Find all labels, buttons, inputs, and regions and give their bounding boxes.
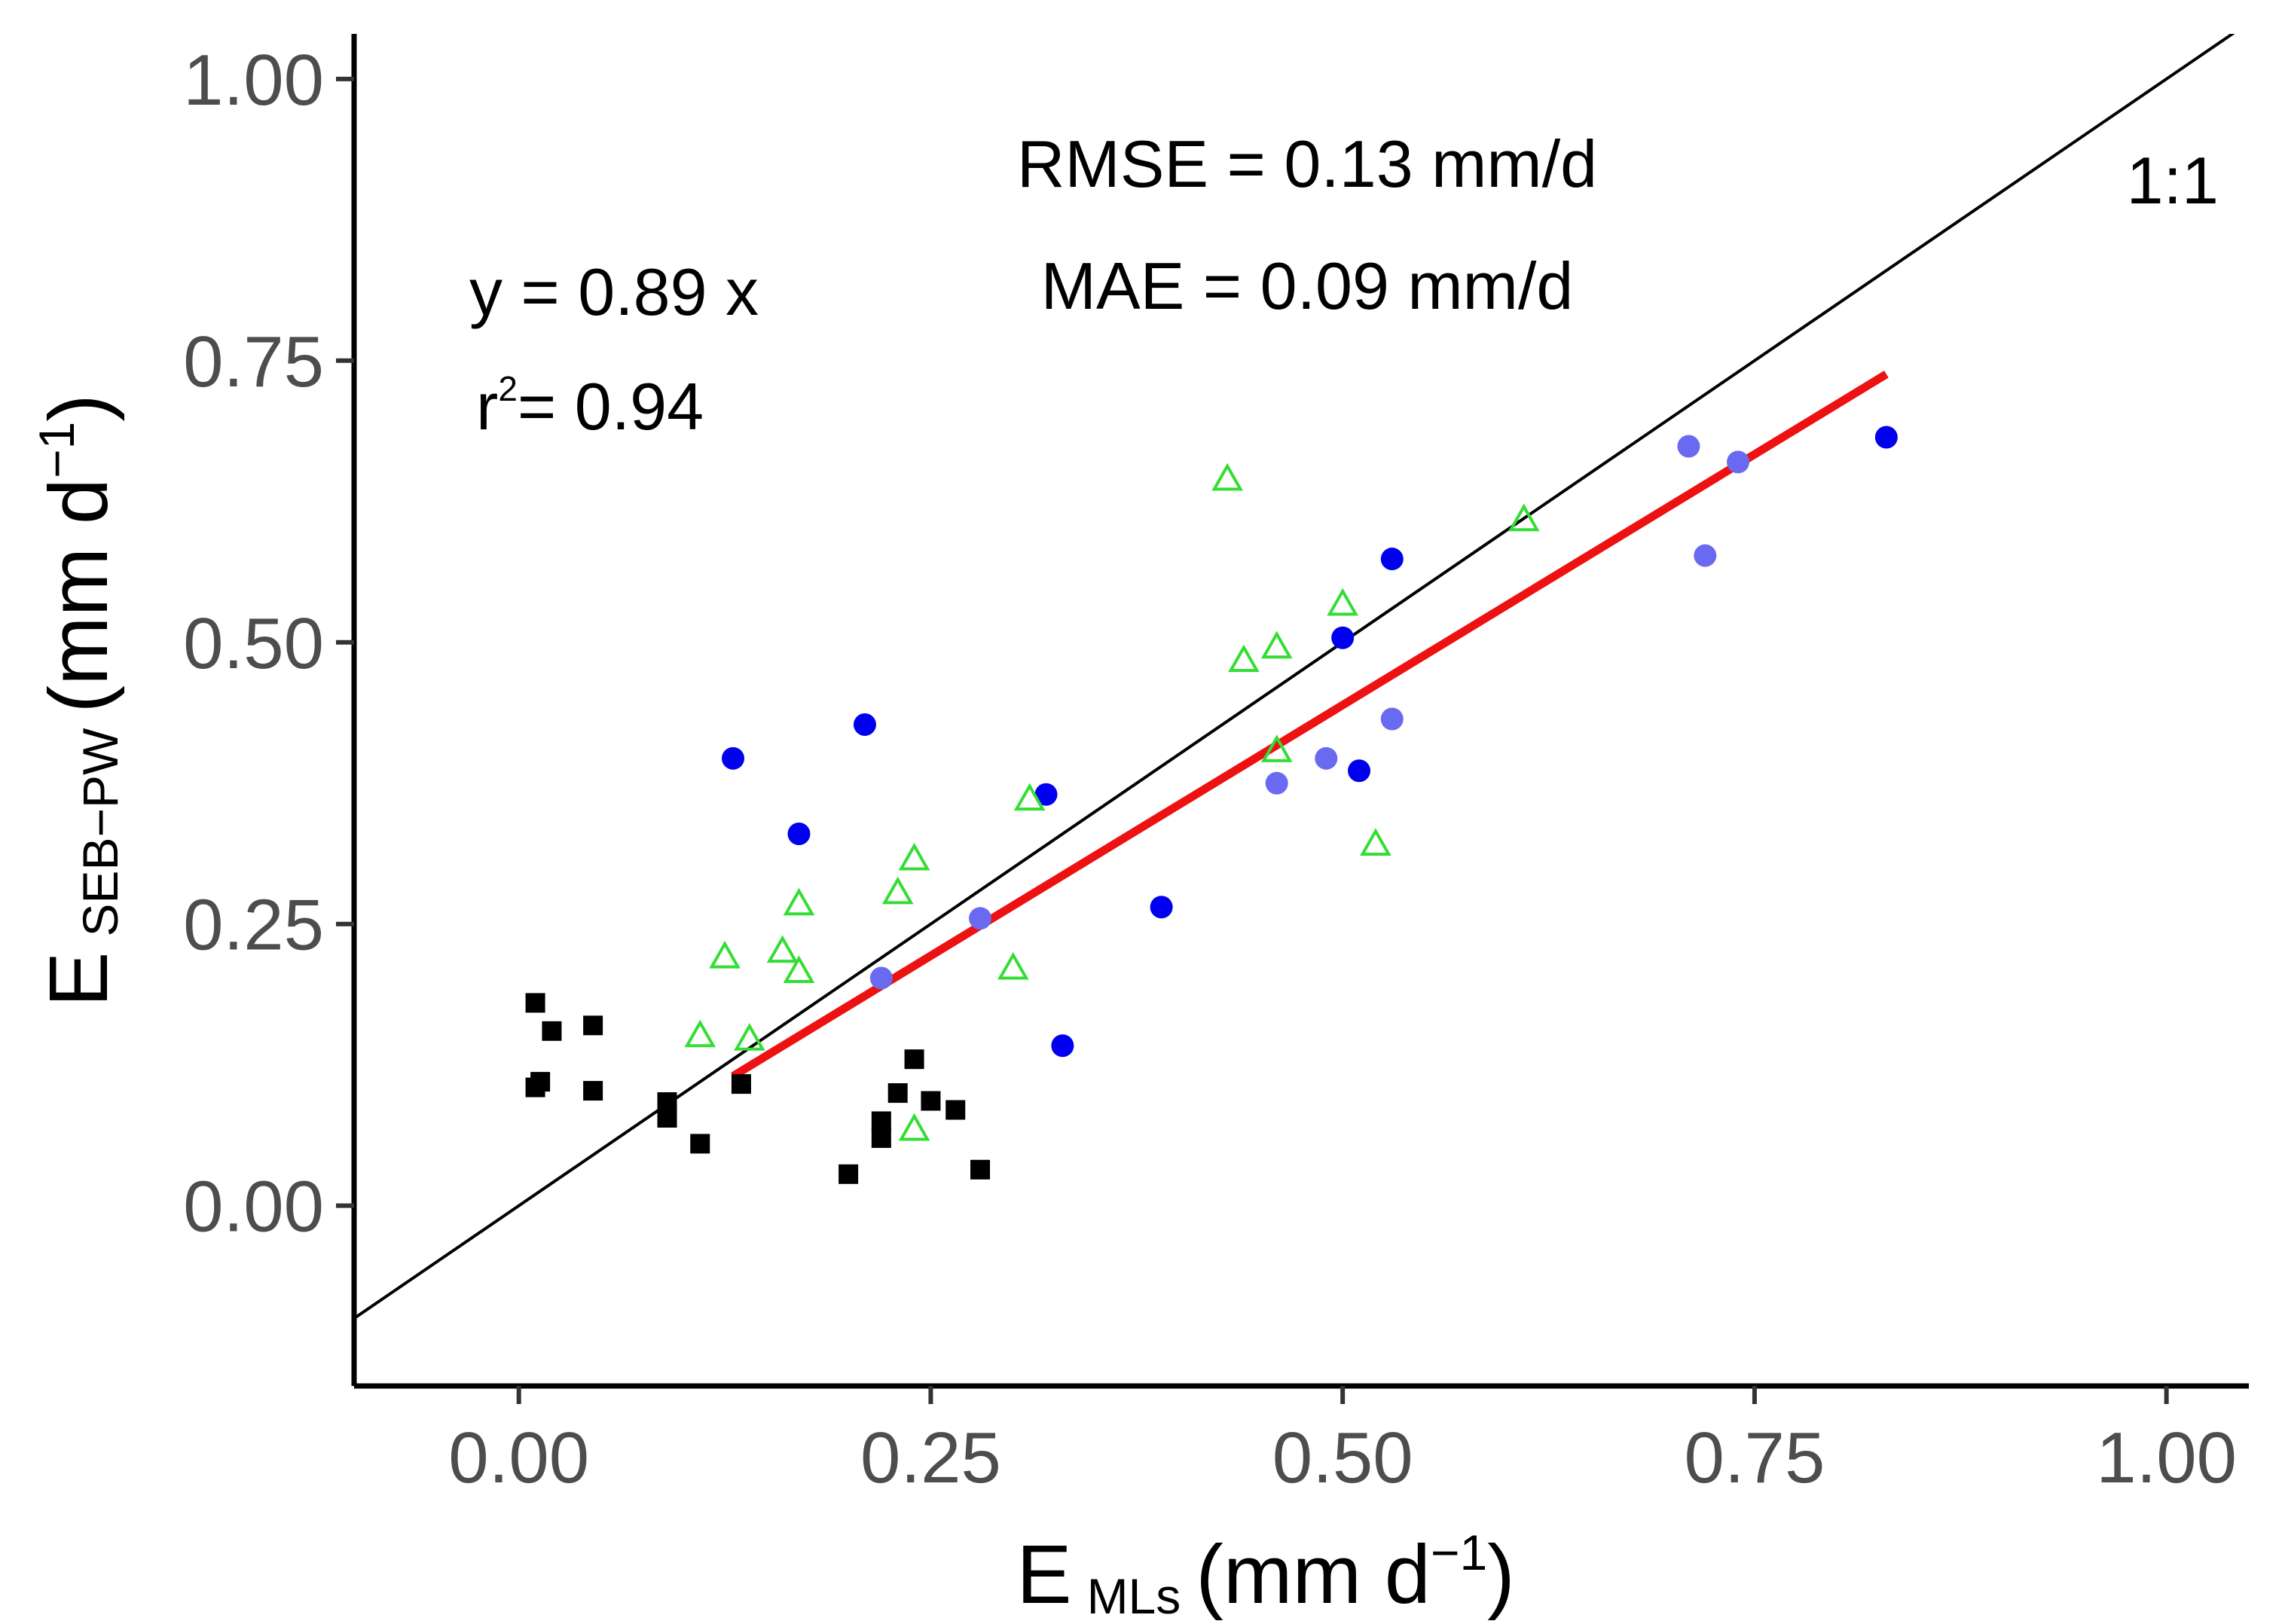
circle-point (969, 907, 992, 930)
x-axis-title-superscript: −1 (1431, 1525, 1487, 1580)
triangle-point (734, 1023, 765, 1051)
square-point (904, 1049, 924, 1070)
square-point (839, 1164, 859, 1184)
equation-annotation: y = 0.89 x (469, 255, 759, 329)
triangle-point (1508, 503, 1540, 532)
mae-annotation: MAE = 0.09 mm/d (1041, 249, 1574, 323)
triangle-point (881, 876, 914, 905)
y-axis-title-subscript: SEB−PW (72, 728, 128, 937)
x-tick-label: 0.00 (448, 1418, 589, 1498)
triangle-point (766, 935, 799, 963)
y-axis-title-superscript: −1 (29, 422, 84, 478)
triangle-point (684, 1019, 716, 1048)
y-axis-title-unit-close: ) (32, 394, 125, 422)
triangle-point (1013, 783, 1046, 811)
x-axis-title-main: E (1016, 1528, 1071, 1621)
circle-point (1315, 746, 1338, 770)
triangle-point (898, 842, 930, 871)
x-axis-title: E MLs (mm d−1) (1016, 1525, 1515, 1624)
triangle-point (1228, 644, 1260, 673)
triangle-point (783, 955, 815, 984)
circle-point (1874, 426, 1898, 449)
y-axis-title: E SEB−PW (mm d−1) (29, 394, 128, 1007)
circle-point (1051, 1034, 1074, 1058)
circle-point (1694, 544, 1717, 567)
regression-fit-line (731, 371, 1889, 1080)
triangle-point (1211, 462, 1243, 491)
triangle-point (783, 887, 815, 916)
circle-point (853, 713, 876, 736)
r2-superscript: 2 (498, 369, 518, 408)
r2-prefix: r (476, 369, 498, 444)
triangle-point (997, 951, 1029, 980)
circle-point (1265, 771, 1288, 795)
y-tick-label: 0.50 (183, 603, 324, 684)
y-tick-label: 0.75 (183, 322, 324, 402)
y-tick-label: 0.25 (183, 885, 324, 966)
rmse-annotation: RMSE = 0.13 mm/d (1017, 127, 1597, 201)
one-to-one-line (354, 34, 2235, 1320)
circle-point (1727, 450, 1750, 474)
square-point (887, 1083, 908, 1104)
x-axis-title-subscript: MLs (1087, 1568, 1181, 1624)
square-point (657, 1107, 677, 1128)
x-tick-label: 0.75 (1684, 1418, 1825, 1498)
circle-point (1677, 435, 1700, 458)
circle-point (869, 966, 893, 990)
circle-point (787, 823, 811, 846)
square-point (921, 1091, 941, 1111)
square-point (731, 1074, 751, 1094)
square-point (525, 993, 545, 1013)
y-axis-title-unit: (mm d (32, 478, 125, 713)
square-point (945, 1100, 966, 1120)
square-point (530, 1072, 551, 1092)
triangle-point (1327, 588, 1359, 616)
y-tick-label: 0.00 (183, 1167, 324, 1247)
x-tick-label: 0.50 (1272, 1418, 1413, 1498)
triangle-point (1360, 828, 1391, 856)
triangle-point (709, 940, 741, 969)
reference-lines (354, 34, 2235, 1320)
x-axis-title-unit-close: ) (1487, 1528, 1515, 1621)
square-point (871, 1111, 891, 1131)
r2-annotation: r2= 0.94 (476, 369, 704, 444)
triangle-point (898, 1113, 930, 1141)
y-tick-label: 1.00 (183, 40, 324, 121)
square-point (970, 1159, 991, 1180)
circle-point (1348, 759, 1371, 783)
data-points (525, 426, 1898, 1184)
circle-point (1331, 626, 1355, 649)
square-point (583, 1081, 603, 1101)
x-axis-title-unit: (mm d (1196, 1528, 1431, 1621)
one-to-one-label: 1:1 (2127, 143, 2219, 218)
square-point (583, 1015, 603, 1036)
circle-point (1380, 548, 1404, 571)
square-point (542, 1021, 562, 1041)
x-tick-label: 0.25 (860, 1418, 1001, 1498)
y-axis-title-main: E (32, 952, 125, 1007)
axes (351, 34, 2249, 1389)
triangle-point (1260, 734, 1293, 762)
circle-point (722, 746, 744, 770)
square-point (690, 1134, 710, 1154)
circle-point (1150, 896, 1173, 919)
circle-point (1034, 783, 1058, 806)
x-tick-label: 1.00 (2096, 1418, 2237, 1498)
circle-point (1380, 707, 1404, 731)
triangle-point (1260, 630, 1293, 659)
r2-value: = 0.94 (518, 369, 704, 444)
axis-ticks: 0.00 0.25 0.50 0.75 1.00 0.00 0.25 0.50 0.75 1.00 (183, 40, 2237, 1498)
square-point (871, 1128, 891, 1148)
